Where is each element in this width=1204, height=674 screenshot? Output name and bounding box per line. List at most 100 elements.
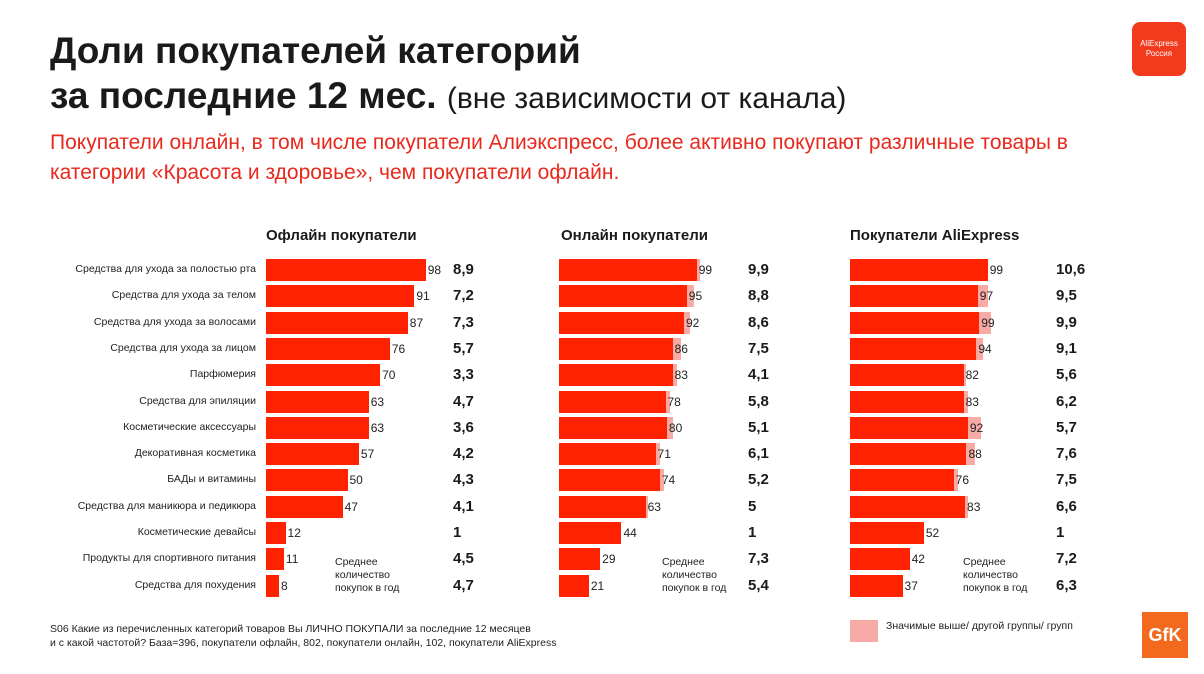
avg-purchases-label: 5,2 bbox=[748, 471, 769, 489]
bar bbox=[266, 285, 415, 308]
avg-purchases-label: 4,7 bbox=[453, 576, 474, 594]
avg-purchases-label: 7,3 bbox=[748, 550, 769, 568]
avg-purchases-label: 7,2 bbox=[1056, 550, 1077, 568]
bar-value-label: 82 bbox=[965, 368, 979, 383]
bar bbox=[559, 337, 673, 360]
bar-value-label: 99 bbox=[698, 263, 713, 277]
bar-value-label: 83 bbox=[965, 394, 979, 409]
avg-purchases-label: 4,1 bbox=[453, 497, 474, 515]
bar-value-label: 76 bbox=[955, 473, 970, 488]
category-label: Средства для ухода за полостью рта bbox=[75, 263, 256, 275]
avg-purchases-label: 9,1 bbox=[1056, 339, 1077, 357]
bar-value-label: 42 bbox=[911, 552, 925, 567]
bar-value-label: 99 bbox=[981, 315, 995, 330]
avg-purchases-label: 4,7 bbox=[453, 392, 474, 410]
bar bbox=[559, 364, 673, 387]
category-label: Средства для эпиляции bbox=[139, 394, 256, 407]
bar bbox=[850, 285, 978, 308]
bar-value-label: 63 bbox=[370, 420, 385, 435]
bar-value-label: 92 bbox=[969, 420, 984, 435]
avg-purchases-label: 7,3 bbox=[453, 313, 474, 331]
avg-purchases-label: 7,2 bbox=[453, 287, 474, 305]
bar-value-label: 76 bbox=[391, 341, 406, 356]
bar-value-label: 57 bbox=[360, 447, 375, 462]
bar bbox=[559, 574, 589, 597]
bar-value-label: 74 bbox=[661, 473, 676, 488]
avg-purchases-label: 4,5 bbox=[453, 550, 474, 568]
category-label: Средства для похудения bbox=[134, 578, 256, 591]
bar bbox=[559, 259, 697, 281]
logo-ae-line2: Россия bbox=[1145, 49, 1173, 58]
category-label: Средства для ухода за лицом bbox=[110, 341, 256, 354]
bar-value-label: 94 bbox=[978, 341, 992, 356]
gfk-logo: GfK bbox=[1142, 612, 1188, 658]
avg-purchases-label: 5,6 bbox=[1056, 366, 1077, 384]
bar bbox=[266, 337, 390, 360]
footnote-line1: S06 Какие из перечисленных категорий тов… bbox=[50, 623, 531, 635]
bar bbox=[559, 443, 656, 466]
bar-value-label: 83 bbox=[674, 368, 688, 383]
bar bbox=[266, 416, 369, 439]
avg-purchases-label: 5,8 bbox=[748, 392, 769, 410]
title-line2: за последние 12 мес. bbox=[50, 75, 437, 116]
category-label: Декоративная косметика bbox=[134, 447, 256, 460]
avg-purchases-label: 5,7 bbox=[453, 339, 474, 357]
bar-value-label: 87 bbox=[409, 315, 424, 330]
avg-purchases-label: 8,6 bbox=[748, 313, 769, 331]
bar bbox=[850, 574, 903, 597]
bar-value-label: 88 bbox=[968, 447, 982, 462]
bar bbox=[850, 443, 967, 466]
bar bbox=[850, 337, 977, 360]
category-label: Средства для маникюра и педикюра bbox=[77, 499, 256, 512]
bar bbox=[850, 548, 910, 571]
avg-purchases-label: 1 bbox=[748, 524, 757, 541]
bar-value-label: 71 bbox=[657, 447, 671, 462]
bar-value-label: 50 bbox=[349, 473, 363, 488]
bar bbox=[559, 469, 660, 492]
bar bbox=[559, 495, 646, 518]
avg-purchases-label: 5 bbox=[748, 497, 757, 515]
bar bbox=[559, 390, 666, 413]
panel-title-aliexpress: Покупатели AliExpress bbox=[850, 227, 1020, 244]
bar bbox=[266, 469, 348, 492]
bar-value-label: 21 bbox=[590, 578, 605, 593]
bar bbox=[266, 548, 284, 571]
panel-title-offline: Офлайн покупатели bbox=[266, 227, 417, 244]
avg-purchases-label: 6,3 bbox=[1056, 576, 1077, 594]
bar bbox=[559, 416, 667, 439]
avg-purchases-label: 4,1 bbox=[748, 366, 769, 384]
avg-purchases-label: 3,6 bbox=[453, 418, 474, 436]
footnote-line2: и с какой частотой? База=396, покупатели… bbox=[50, 637, 557, 649]
title-line1: Доли покупателей категорий bbox=[50, 30, 581, 71]
bar-value-label: 52 bbox=[925, 526, 940, 540]
avg-purchases-label: 4,2 bbox=[453, 445, 474, 463]
avg-purchases-label: 7,6 bbox=[1056, 445, 1077, 463]
bar bbox=[850, 416, 968, 439]
title-paren: (вне зависимости от канала) bbox=[446, 82, 847, 115]
page-title: Доли покупателей категорий за последние … bbox=[50, 28, 846, 121]
bar bbox=[266, 495, 343, 518]
category-label: БАДы и витамины bbox=[167, 473, 256, 486]
category-label: Косметические девайсы bbox=[137, 526, 256, 538]
avg-purchases-label: 7,5 bbox=[748, 339, 769, 357]
avg-purchases-label: 1 bbox=[453, 524, 462, 541]
bar-value-label: 83 bbox=[967, 499, 981, 514]
bar bbox=[266, 390, 369, 413]
avg-purchases-label: 9,9 bbox=[748, 261, 769, 278]
bar bbox=[266, 522, 286, 544]
panel-title-online: Онлайн покупатели bbox=[561, 227, 708, 244]
avg-purchases-label: 3,3 bbox=[453, 366, 474, 384]
avg-purchases-label: 6,1 bbox=[748, 445, 769, 463]
bar-value-label: 8 bbox=[281, 578, 288, 593]
bar-value-label: 97 bbox=[979, 289, 994, 304]
bar bbox=[266, 574, 280, 597]
avg-purchases-label: 7,5 bbox=[1056, 471, 1077, 489]
bar bbox=[266, 364, 381, 387]
bar bbox=[559, 285, 687, 308]
bar bbox=[850, 469, 954, 492]
footnote: S06 Какие из перечисленных категорий тов… bbox=[50, 622, 556, 650]
bar-value-label: 63 bbox=[370, 394, 385, 409]
bar bbox=[559, 311, 684, 334]
avg-purchases-label: 5,7 bbox=[1056, 418, 1077, 436]
bar-value-label: 47 bbox=[344, 499, 358, 514]
